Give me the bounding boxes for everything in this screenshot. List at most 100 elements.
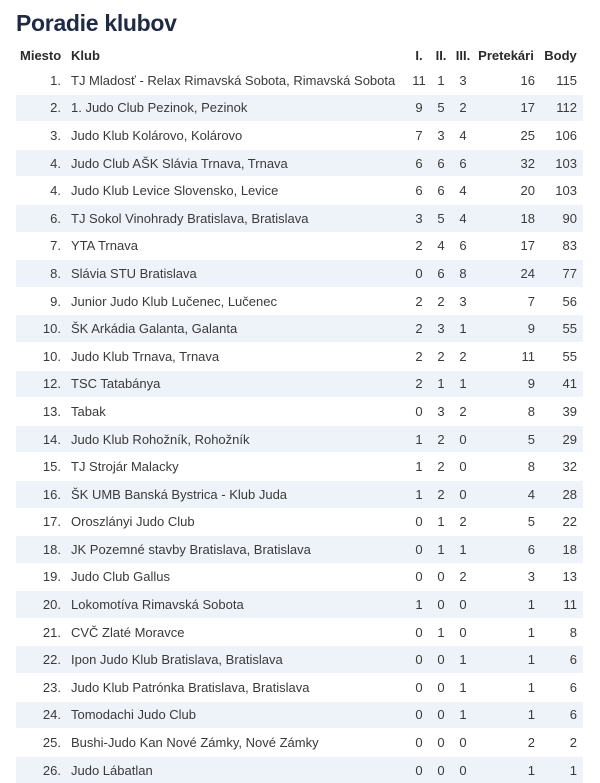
table-row: 18.JK Pozemné stavby Bratislava, Bratisl… <box>16 536 583 564</box>
cell-second: 2 <box>430 425 452 453</box>
cell-competitors: 7 <box>474 287 541 315</box>
cell-points: 56 <box>541 287 583 315</box>
cell-club: TJ Strojár Malacky <box>68 453 408 481</box>
cell-points: 106 <box>541 122 583 150</box>
cell-place: 7. <box>16 232 68 260</box>
header-row: Miesto Klub I. II. III. Pretekári Body <box>16 44 583 67</box>
cell-place: 20. <box>16 591 68 619</box>
cell-third: 0 <box>452 425 474 453</box>
cell-second: 0 <box>430 563 452 591</box>
cell-second: 6 <box>430 260 452 288</box>
cell-place: 8. <box>16 260 68 288</box>
cell-second: 3 <box>430 398 452 426</box>
cell-competitors: 20 <box>474 177 541 205</box>
cell-competitors: 5 <box>474 508 541 536</box>
cell-second: 1 <box>430 618 452 646</box>
cell-third: 0 <box>452 729 474 757</box>
cell-competitors: 9 <box>474 370 541 398</box>
cell-competitors: 3 <box>474 563 541 591</box>
cell-third: 1 <box>452 315 474 343</box>
cell-place: 17. <box>16 508 68 536</box>
table-header: Miesto Klub I. II. III. Pretekári Body <box>16 44 583 67</box>
cell-club: Tomodachi Judo Club <box>68 701 408 729</box>
cell-points: 115 <box>541 67 583 95</box>
cell-club: Judo Klub Kolárovo, Kolárovo <box>68 122 408 150</box>
cell-second: 0 <box>430 756 452 783</box>
table-row: 6.TJ Sokol Vinohrady Bratislava, Bratisl… <box>16 204 583 232</box>
cell-competitors: 25 <box>474 122 541 150</box>
cell-first: 6 <box>408 149 430 177</box>
cell-place: 12. <box>16 370 68 398</box>
table-body: 1.TJ Mladosť - Relax Rimavská Sobota, Ri… <box>16 67 583 783</box>
club-standings-table: Miesto Klub I. II. III. Pretekári Body 1… <box>16 44 583 783</box>
cell-third: 0 <box>452 756 474 783</box>
cell-second: 6 <box>430 149 452 177</box>
cell-place: 6. <box>16 204 68 232</box>
cell-club: TJ Mladosť - Relax Rimavská Sobota, Rima… <box>68 67 408 95</box>
cell-competitors: 18 <box>474 204 541 232</box>
cell-club: Judo Klub Levice Slovensko, Levice <box>68 177 408 205</box>
cell-points: 2 <box>541 729 583 757</box>
cell-competitors: 2 <box>474 729 541 757</box>
cell-points: 13 <box>541 563 583 591</box>
cell-third: 2 <box>452 94 474 122</box>
cell-first: 0 <box>408 674 430 702</box>
cell-third: 3 <box>452 67 474 95</box>
cell-club: Oroszlányi Judo Club <box>68 508 408 536</box>
cell-points: 1 <box>541 756 583 783</box>
cell-points: 41 <box>541 370 583 398</box>
cell-competitors: 24 <box>474 260 541 288</box>
cell-points: 28 <box>541 480 583 508</box>
table-row: 23.Judo Klub Patrónka Bratislava, Bratis… <box>16 674 583 702</box>
cell-place: 9. <box>16 287 68 315</box>
cell-points: 11 <box>541 591 583 619</box>
cell-place: 19. <box>16 563 68 591</box>
cell-place: 24. <box>16 701 68 729</box>
cell-second: 0 <box>430 701 452 729</box>
cell-first: 0 <box>408 618 430 646</box>
cell-club: Judo Club Gallus <box>68 563 408 591</box>
cell-competitors: 1 <box>474 618 541 646</box>
cell-competitors: 32 <box>474 149 541 177</box>
header-first: I. <box>408 44 430 67</box>
cell-second: 2 <box>430 287 452 315</box>
cell-club: Judo Klub Patrónka Bratislava, Bratislav… <box>68 674 408 702</box>
cell-third: 4 <box>452 122 474 150</box>
cell-club: JK Pozemné stavby Bratislava, Bratislava <box>68 536 408 564</box>
cell-first: 1 <box>408 480 430 508</box>
header-points: Body <box>541 44 583 67</box>
cell-points: 22 <box>541 508 583 536</box>
cell-first: 2 <box>408 232 430 260</box>
cell-place: 14. <box>16 425 68 453</box>
cell-place: 4. <box>16 177 68 205</box>
cell-club: ŠK UMB Banská Bystrica - Klub Juda <box>68 480 408 508</box>
cell-points: 112 <box>541 94 583 122</box>
table-row: 25.Bushi-Judo Kan Nové Zámky, Nové Zámky… <box>16 729 583 757</box>
cell-competitors: 1 <box>474 756 541 783</box>
cell-place: 1. <box>16 67 68 95</box>
cell-first: 0 <box>408 646 430 674</box>
cell-competitors: 4 <box>474 480 541 508</box>
cell-second: 1 <box>430 508 452 536</box>
cell-first: 2 <box>408 342 430 370</box>
cell-place: 26. <box>16 756 68 783</box>
cell-second: 2 <box>430 342 452 370</box>
cell-place: 3. <box>16 122 68 150</box>
cell-third: 2 <box>452 563 474 591</box>
cell-place: 25. <box>16 729 68 757</box>
cell-first: 9 <box>408 94 430 122</box>
cell-second: 5 <box>430 204 452 232</box>
cell-second: 6 <box>430 177 452 205</box>
cell-second: 1 <box>430 67 452 95</box>
cell-place: 18. <box>16 536 68 564</box>
cell-third: 2 <box>452 342 474 370</box>
